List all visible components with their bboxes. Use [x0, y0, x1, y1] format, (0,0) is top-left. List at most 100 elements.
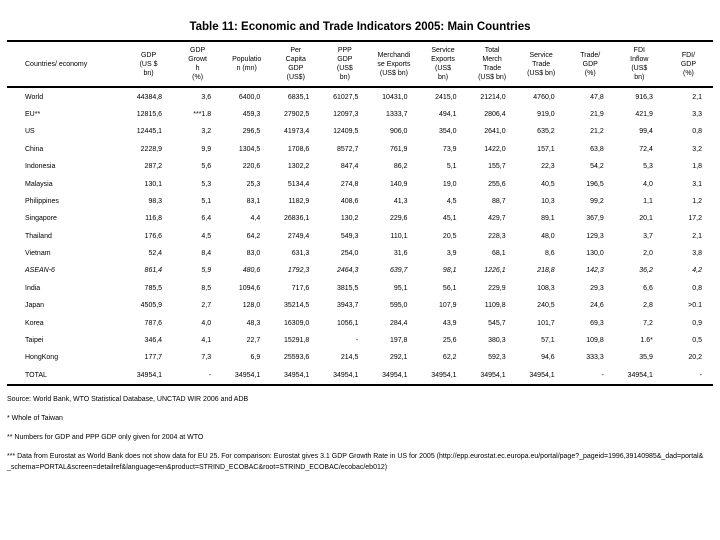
table-cell: 2228,9	[140, 145, 163, 153]
column-header-merchandise-exports: Merchandi se Exports (US$ bn)	[377, 51, 411, 77]
table-cell: 94,6	[541, 354, 555, 362]
table-cell: 787,6	[144, 319, 163, 327]
table-cell: 107,9	[439, 302, 457, 310]
table-cell: 20,5	[442, 232, 457, 240]
table-row: Indonesia 287,2 5,6 220,6 1302,2 847,4 86,2 5,1…	[7, 158, 713, 175]
table-row: TOTAL 34954,1 - 34954,1 34954,1 34954,1 34954,…	[7, 367, 713, 386]
table-cell: 861,4	[144, 267, 163, 275]
table-cell: 101,7	[537, 319, 555, 327]
table-row: HongKong 177,7 7,3 6,9 25593,6 214,5 292,1 62,2…	[7, 349, 713, 366]
footnote-taiwan: * Whole of Taiwan	[7, 415, 63, 423]
table-cell: 2641,0	[484, 128, 506, 136]
table-cell: 10,3	[541, 197, 555, 205]
table-cell: 3,6	[201, 93, 212, 101]
table-cell: 367,9	[586, 215, 604, 223]
table-cell: 31,6	[393, 250, 408, 258]
table-row: Philippines 98,3 5,1 83,1 1182,9 408,6 41,3 4,5…	[7, 193, 713, 210]
table-cell: 4,0	[643, 180, 653, 188]
table-cell: 27902,5	[284, 110, 310, 118]
table-cell: 4,4	[250, 215, 261, 223]
table-cell: 635,2	[537, 128, 555, 136]
table-cell: 54,2	[590, 163, 604, 171]
table-cell: 83,0	[246, 250, 261, 258]
table-cell: 1,1	[643, 197, 653, 205]
table-cell: 0,8	[692, 128, 702, 136]
table-cell: 62,2	[442, 354, 457, 362]
table-row: US 12445,1 3,2 296,5 41973,4 12409,5 906,0 354,…	[7, 123, 713, 140]
column-header-gdp: GDP (US $ bn)	[139, 51, 158, 77]
table-cell: 5134,4	[287, 180, 310, 188]
table-cell: 48,3	[246, 319, 261, 327]
column-header-gdp-growth: GDP Growt h (%)	[188, 47, 207, 82]
table-cell: 408,6	[340, 197, 359, 205]
table-cell: 43,9	[442, 319, 457, 327]
table-cell: 595,0	[389, 302, 408, 310]
table-cell: 61027,5	[333, 93, 359, 101]
table-cell: 36,2	[639, 267, 653, 275]
table-cell: 108,3	[537, 284, 555, 292]
table-cell: 2415,0	[435, 93, 457, 101]
table-cell: 57,1	[541, 337, 555, 345]
table-cell: 1226,1	[484, 267, 506, 275]
table-cell: 5,9	[201, 267, 212, 275]
table-cell: 5,6	[201, 163, 212, 171]
table-cell: 34954,1	[529, 371, 555, 379]
table-cell: 6,4	[201, 215, 212, 223]
table-cell: 20,1	[639, 215, 653, 223]
table-cell: 287,2	[144, 163, 163, 171]
table-cell: 15291,8	[284, 337, 310, 345]
table-cell: 1792,3	[287, 267, 310, 275]
table-cell: 197,8	[389, 337, 408, 345]
table-cell: 86,2	[393, 163, 408, 171]
table-cell: 380,3	[488, 337, 506, 345]
table-cell: 255,6	[488, 180, 506, 188]
table-cell: 64,2	[246, 232, 261, 240]
table-cell: 5,3	[643, 163, 653, 171]
table-cell: 196,5	[586, 180, 604, 188]
table-cell: 41973,4	[284, 128, 310, 136]
table-cell: 130,1	[144, 180, 163, 188]
table-cell: 3,2	[692, 145, 702, 153]
table-cell: 25,3	[246, 180, 261, 188]
table-row: Japan 4505,9 2,7 128,0 35214,5 3943,7 595,0 107…	[7, 297, 713, 314]
column-header-service-exports: Service Exports (US$ bn)	[431, 47, 455, 82]
column-header-per-capita-gdp: Per Capita GDP (US$)	[285, 47, 306, 82]
table-cell: 545,7	[488, 319, 506, 327]
column-header-service-trade: Service Trade (US$ bn)	[527, 51, 556, 77]
table-cell: 3,9	[446, 250, 457, 258]
table-cell: 1094,6	[238, 284, 261, 292]
row-label: Malaysia	[25, 180, 53, 188]
table-cell: 3943,7	[336, 302, 359, 310]
row-label: ASEAN-6	[25, 267, 55, 275]
table-body: World 44384,8 3,6 6400,0 6835,1 61027,5 10431,…	[7, 87, 713, 386]
table-row: China 2228,9 9,9 1304,5 1708,6 8572,7 761,9 73,…	[7, 141, 713, 158]
table-cell: 35214,5	[284, 302, 310, 310]
table-cell: 429,7	[488, 215, 506, 223]
table-cell: 176,6	[144, 232, 163, 240]
table-cell: 7,3	[201, 354, 212, 362]
table-cell: -	[699, 371, 702, 379]
table-cell: 1304,5	[238, 145, 261, 153]
table-cell: ***1.8	[193, 110, 212, 118]
table-cell: 1422,0	[484, 145, 506, 153]
table-cell: 7,2	[643, 319, 653, 327]
table-cell: 22,3	[541, 163, 555, 171]
table-cell: 240,5	[537, 302, 555, 310]
table-cell: 214,5	[340, 354, 359, 362]
table-cell: 480,6	[242, 267, 261, 275]
table-cell: 8572,7	[336, 145, 359, 153]
table-cell: 155,7	[488, 163, 506, 171]
table-cell: 34954,1	[234, 371, 261, 379]
table-cell: 459,3	[242, 110, 261, 118]
table-cell: 421,9	[635, 110, 653, 118]
table-cell: 3,7	[643, 232, 653, 240]
table-cell: 0,5	[692, 337, 702, 345]
table-cell: 130,2	[340, 215, 359, 223]
table-cell: 2749,4	[287, 232, 310, 240]
table-cell: 40,5	[541, 180, 555, 188]
table-row: Malaysia 130,1 5,3 25,3 5134,4 274,8 140,9 19,0…	[7, 175, 713, 192]
table-cell: 3,8	[692, 250, 702, 258]
table-cell: 4,2	[692, 267, 702, 275]
row-label: World	[25, 93, 44, 101]
column-header-population: Populatio n (mn)	[232, 56, 262, 73]
